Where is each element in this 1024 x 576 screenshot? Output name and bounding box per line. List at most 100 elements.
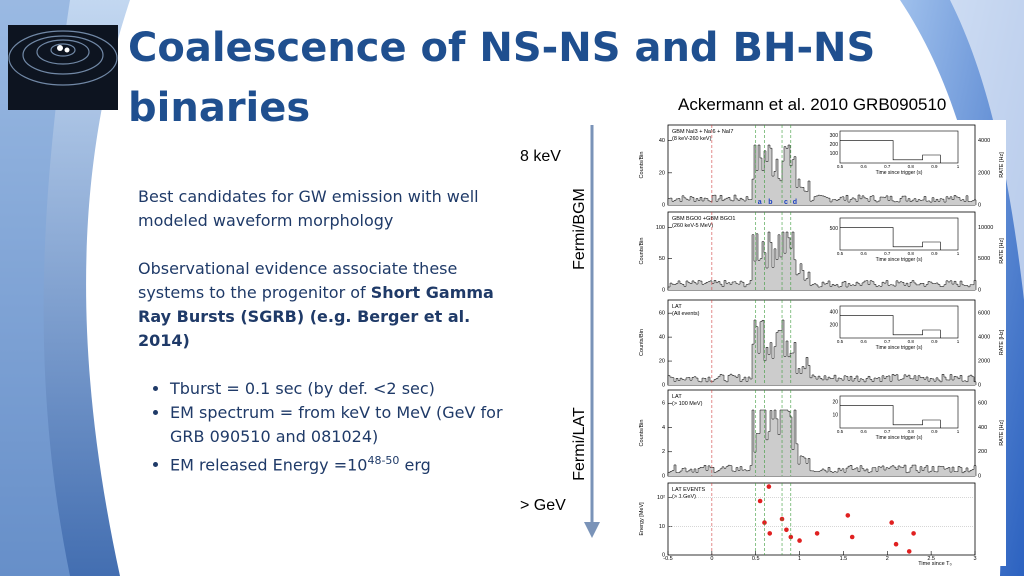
y-tick-label: 20 bbox=[659, 170, 665, 176]
inset-x-tick-label: 0.9 bbox=[931, 339, 938, 344]
inset-x-title: Time since trigger (s) bbox=[876, 257, 923, 263]
inset-x-tick-label: 1 bbox=[957, 251, 960, 256]
inset-x-tick-label: 0.8 bbox=[908, 339, 915, 344]
instrument-label: Fermi/LAT bbox=[571, 407, 588, 481]
inset-y-tick-label: 20 bbox=[832, 400, 838, 406]
event-dot bbox=[788, 534, 794, 540]
figure: GBM NaI3 + NaI6 + NaI7(8 keV-260 keV)020… bbox=[610, 120, 1006, 566]
event-dot bbox=[889, 520, 894, 525]
inset-x-tick-label: 0.8 bbox=[908, 251, 915, 256]
inset-x-tick-label: 0.7 bbox=[884, 251, 891, 256]
bullet: EM spectrum = from keV to MeV (GeV for G… bbox=[170, 401, 510, 449]
inset-curve bbox=[840, 140, 941, 163]
panel-sublabel: (8 keV-260 keV) bbox=[672, 136, 712, 142]
x-tick-label: -0.5 bbox=[663, 556, 672, 562]
y-tick-label: 60 bbox=[659, 311, 665, 317]
x-tick-label: 1.5 bbox=[840, 556, 848, 562]
inset-frame bbox=[839, 305, 959, 339]
inset-curve bbox=[840, 405, 941, 428]
y-tick-label: 40 bbox=[659, 335, 665, 341]
panel-sublabel: (> 100 MeV) bbox=[672, 401, 703, 407]
y-tick-label: 20 bbox=[659, 359, 665, 365]
y2-tick-label: 0 bbox=[978, 473, 981, 479]
event-dot bbox=[814, 531, 820, 536]
y2-axis-title: RATE [Hz] bbox=[999, 329, 1005, 355]
x-tick-label: 1 bbox=[798, 556, 801, 562]
inset-curve bbox=[840, 315, 941, 338]
inset-x-tick-label: 0.7 bbox=[884, 164, 891, 169]
interval-marker: d bbox=[793, 199, 797, 206]
inset-x-tick-label: 0.6 bbox=[860, 164, 867, 169]
inset-x-tick-label: 0.9 bbox=[931, 251, 938, 256]
x-tick-label: 2.5 bbox=[927, 556, 935, 562]
event-dot bbox=[762, 520, 767, 525]
event-dot bbox=[893, 541, 899, 547]
inset-x-tick-label: 0.5 bbox=[837, 164, 844, 169]
y2-tick-label: 400 bbox=[978, 425, 987, 431]
inset-y-tick-label: 10 bbox=[832, 413, 838, 419]
panel-sublabel: (> 1 GeV) bbox=[672, 494, 696, 500]
event-dot bbox=[757, 498, 763, 504]
panel-label: LAT EVENTS bbox=[672, 487, 705, 493]
event-dot bbox=[784, 527, 789, 533]
y-tick-label: 0 bbox=[662, 552, 665, 558]
interval-marker: a bbox=[758, 199, 762, 206]
panel-label: LAT bbox=[672, 394, 682, 400]
event-dot bbox=[906, 549, 912, 554]
y-tick-label: 50 bbox=[659, 256, 665, 262]
y2-axis-title: RATE [Hz] bbox=[999, 238, 1005, 264]
text: EM spectrum = from keV to MeV (GeV for G… bbox=[170, 403, 503, 446]
event-dot bbox=[911, 531, 916, 536]
bullet: Tburst = 0.1 sec (by def. <2 sec) bbox=[170, 377, 510, 401]
y-tick-label: 6 bbox=[662, 401, 665, 407]
event-dot bbox=[797, 538, 802, 543]
superscript: 48-50 bbox=[367, 454, 400, 467]
y-axis-title: Energy [MeV] bbox=[639, 502, 645, 536]
y2-tick-label: 200 bbox=[978, 449, 987, 455]
text: erg bbox=[399, 455, 431, 475]
inset-y-tick-label: 200 bbox=[830, 323, 839, 329]
inset-x-tick-label: 0.8 bbox=[908, 429, 915, 434]
inset-x-tick-label: 1 bbox=[957, 339, 960, 344]
energy-label: > GeV bbox=[520, 497, 566, 514]
energy-label: 8 keV bbox=[520, 148, 561, 165]
y2-tick-label: 0 bbox=[978, 382, 981, 388]
instrument-label: Fermi/BGM bbox=[571, 188, 588, 270]
event-dot bbox=[766, 484, 772, 489]
inset-y-tick-label: 400 bbox=[830, 310, 839, 316]
event-dot bbox=[767, 531, 773, 536]
inset-y-tick-label: 200 bbox=[830, 142, 839, 148]
y2-tick-label: 10000 bbox=[978, 225, 993, 231]
inset-y-tick-label: 300 bbox=[830, 133, 839, 139]
inset-x-tick-label: 1 bbox=[957, 164, 960, 169]
text: EM released Energy =10 bbox=[170, 455, 368, 475]
text: Tburst = 0.1 sec (by def. <2 sec) bbox=[170, 379, 435, 398]
panel-sublabel: (260 keV-5 MeV) bbox=[672, 223, 713, 229]
y2-tick-label: 600 bbox=[978, 401, 987, 407]
bullet: EM released Energy =1048-50 erg bbox=[170, 449, 510, 477]
y-axis-title: Counts/Bin bbox=[639, 152, 645, 179]
inset-frame bbox=[839, 217, 959, 251]
reference: Ackermann et al. 2010 GRB090510 bbox=[678, 95, 947, 114]
y2-axis-title: RATE [Hz] bbox=[999, 152, 1005, 178]
inset-x-tick-label: 1 bbox=[957, 429, 960, 434]
inset-x-tick-label: 0.6 bbox=[860, 429, 867, 434]
inset-frame bbox=[839, 130, 959, 164]
panel-frame bbox=[667, 482, 976, 556]
interval-marker: b bbox=[768, 199, 772, 206]
text: Observational evidence associate these s… bbox=[138, 259, 458, 302]
x-tick-label: 0 bbox=[710, 556, 713, 562]
y2-tick-label: 6000 bbox=[978, 311, 990, 317]
y-axis-title: Counts/Bin bbox=[639, 329, 645, 356]
y2-axis-title: RATE [Hz] bbox=[999, 420, 1005, 446]
y-tick-label: 0 bbox=[662, 382, 665, 388]
bold-text: Short Gamma Ray Bursts (SGRB) (e.g. Berg… bbox=[138, 283, 494, 350]
inset-x-tick-label: 0.7 bbox=[884, 339, 891, 344]
x-tick-label: 0.5 bbox=[752, 556, 760, 562]
inset-x-tick-label: 0.5 bbox=[837, 251, 844, 256]
x-axis-title: Time since T₀ bbox=[918, 561, 951, 566]
y-tick-label: 0 bbox=[662, 202, 665, 208]
inset-curve bbox=[840, 227, 941, 250]
y-tick-label: 40 bbox=[659, 138, 665, 144]
x-tick-label: 3 bbox=[973, 556, 976, 562]
